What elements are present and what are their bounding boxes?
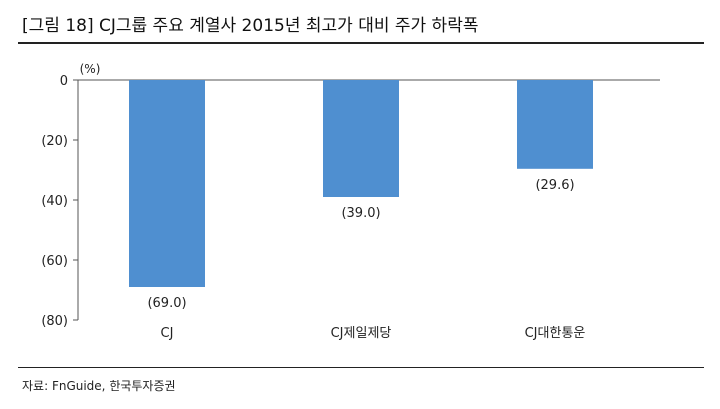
y-unit-label: (%) [80, 62, 101, 76]
y-tick-label: 0 [60, 74, 68, 89]
bar-3 [517, 80, 593, 169]
source-note: 자료: FnGuide, 한국투자증권 [22, 379, 176, 393]
bar-2 [323, 80, 399, 197]
bar-1 [129, 80, 205, 287]
data-label-3: (29.6) [535, 178, 574, 193]
data-label-2: (39.0) [341, 206, 380, 221]
footer-divider [18, 367, 704, 368]
data-label-1: (69.0) [147, 296, 186, 311]
category-label-1: CJ [161, 326, 174, 341]
y-tick-label: (40) [41, 194, 68, 209]
category-label-2: CJ제일제당 [331, 326, 392, 341]
y-tick-label: (20) [41, 134, 68, 149]
title-divider [18, 42, 704, 44]
category-label-3: CJ대한통운 [525, 326, 586, 341]
page-title: [그림 18] CJ그룹 주요 계열사 2015년 최고가 대비 주가 하락폭 [22, 16, 479, 36]
y-tick-label: (60) [41, 254, 68, 269]
y-tick-label: (80) [41, 314, 68, 329]
